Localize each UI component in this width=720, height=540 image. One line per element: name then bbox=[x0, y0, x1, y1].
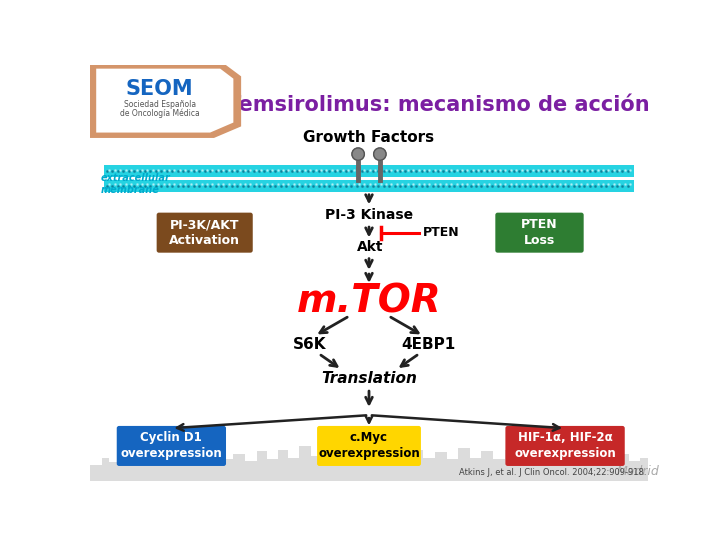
Circle shape bbox=[374, 148, 386, 160]
Text: extracellular
membrane: extracellular membrane bbox=[101, 173, 171, 195]
Text: Sociedad Española: Sociedad Española bbox=[124, 100, 196, 109]
Text: PTEN: PTEN bbox=[423, 226, 460, 239]
FancyBboxPatch shape bbox=[505, 426, 625, 466]
FancyBboxPatch shape bbox=[157, 213, 253, 253]
Text: Temsirolimus: mecanismo de acción: Temsirolimus: mecanismo de acción bbox=[228, 95, 650, 115]
Text: de Oncología Médica: de Oncología Médica bbox=[120, 109, 199, 118]
Text: 4EBP1: 4EBP1 bbox=[402, 337, 456, 352]
Text: HIF-1α, HIF-2α
overexpression: HIF-1α, HIF-2α overexpression bbox=[514, 431, 616, 461]
Text: Akt: Akt bbox=[357, 240, 384, 254]
FancyBboxPatch shape bbox=[104, 179, 634, 192]
Text: SEOM: SEOM bbox=[126, 79, 194, 99]
FancyBboxPatch shape bbox=[317, 426, 421, 466]
Text: PI-3K/AKT
Activation: PI-3K/AKT Activation bbox=[169, 218, 240, 247]
Polygon shape bbox=[90, 446, 648, 481]
Text: m.TOR: m.TOR bbox=[297, 283, 441, 321]
Text: PI-3 Kinase: PI-3 Kinase bbox=[325, 208, 413, 222]
FancyBboxPatch shape bbox=[117, 426, 226, 466]
FancyBboxPatch shape bbox=[495, 213, 584, 253]
Text: PTEN
Loss: PTEN Loss bbox=[521, 218, 558, 247]
Text: S6K: S6K bbox=[292, 337, 326, 352]
Text: Madrid: Madrid bbox=[617, 465, 660, 478]
Text: Translation: Translation bbox=[321, 372, 417, 387]
Circle shape bbox=[352, 148, 364, 160]
Text: Growth Factors: Growth Factors bbox=[303, 131, 435, 145]
FancyBboxPatch shape bbox=[104, 165, 634, 177]
Text: Cyclin D1
overexpression: Cyclin D1 overexpression bbox=[120, 431, 222, 461]
Text: Atkins J, et al. J Clin Oncol. 2004;22:909-918.: Atkins J, et al. J Clin Oncol. 2004;22:9… bbox=[459, 468, 647, 477]
Polygon shape bbox=[90, 65, 241, 138]
Polygon shape bbox=[96, 69, 233, 132]
Text: c.Myc
overexpression: c.Myc overexpression bbox=[318, 431, 420, 461]
